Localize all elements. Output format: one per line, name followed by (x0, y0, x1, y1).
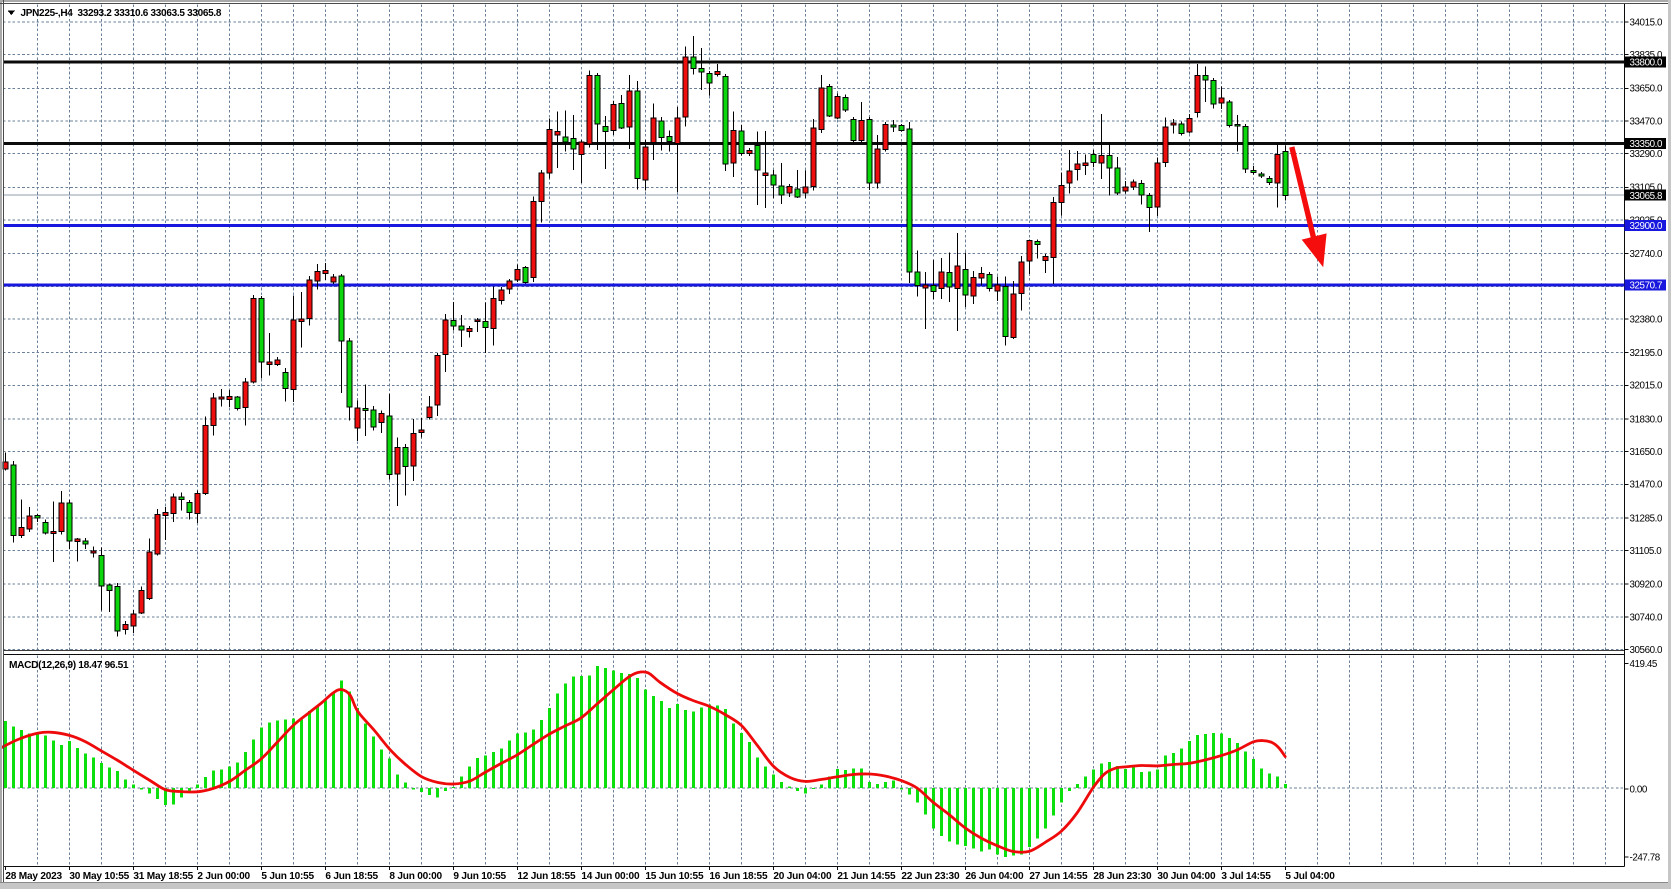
svg-text:30 May 10:55: 30 May 10:55 (69, 871, 129, 882)
svg-text:32015.0: 32015.0 (1630, 381, 1663, 392)
svg-text:32570.7: 32570.7 (1630, 281, 1662, 292)
svg-text:33800.0: 33800.0 (1630, 57, 1663, 68)
svg-text:8 Jun 00:00: 8 Jun 00:00 (389, 871, 442, 882)
svg-text:28 May 2023: 28 May 2023 (5, 871, 62, 882)
svg-text:16 Jun 18:55: 16 Jun 18:55 (709, 871, 768, 882)
svg-text:5 Jun 10:55: 5 Jun 10:55 (261, 871, 314, 882)
svg-text:32195.0: 32195.0 (1630, 348, 1663, 359)
svg-text:31470.0: 31470.0 (1630, 480, 1663, 491)
svg-text:0.00: 0.00 (1630, 784, 1648, 795)
svg-text:30740.0: 30740.0 (1630, 612, 1663, 623)
svg-text:33065.8: 33065.8 (1630, 191, 1663, 202)
svg-text:15 Jun 10:55: 15 Jun 10:55 (645, 871, 704, 882)
svg-text:-247.78: -247.78 (1630, 852, 1661, 863)
svg-text:2 Jun 00:00: 2 Jun 00:00 (197, 871, 250, 882)
svg-text:419.45: 419.45 (1630, 659, 1658, 670)
svg-text:9 Jun 10:55: 9 Jun 10:55 (453, 871, 506, 882)
svg-text:6 Jun 18:55: 6 Jun 18:55 (325, 871, 378, 882)
svg-text:22 Jun 23:30: 22 Jun 23:30 (901, 871, 960, 882)
svg-text:32380.0: 32380.0 (1630, 314, 1663, 325)
svg-text:28 Jun 23:30: 28 Jun 23:30 (1093, 871, 1152, 882)
svg-text:31830.0: 31830.0 (1630, 414, 1663, 425)
svg-text:27 Jun 14:55: 27 Jun 14:55 (1029, 871, 1088, 882)
svg-text:31 May 18:55: 31 May 18:55 (133, 871, 193, 882)
svg-text:31650.0: 31650.0 (1630, 447, 1663, 458)
svg-text:32740.0: 32740.0 (1630, 249, 1663, 260)
svg-text:33105.0: 33105.0 (1630, 183, 1663, 194)
svg-text:5 Jul 04:00: 5 Jul 04:00 (1285, 871, 1335, 882)
svg-text:14 Jun 00:00: 14 Jun 00:00 (581, 871, 640, 882)
svg-text:31105.0: 31105.0 (1630, 546, 1663, 557)
svg-text:12 Jun 18:55: 12 Jun 18:55 (517, 871, 576, 882)
svg-text:34015.0: 34015.0 (1630, 17, 1663, 28)
svg-text:33350.0: 33350.0 (1630, 139, 1663, 150)
svg-text:3 Jul 14:55: 3 Jul 14:55 (1221, 871, 1271, 882)
svg-text:33470.0: 33470.0 (1630, 116, 1663, 127)
svg-text:20 Jun 04:00: 20 Jun 04:00 (773, 871, 832, 882)
svg-text:33650.0: 33650.0 (1630, 84, 1663, 95)
svg-text:21 Jun 14:55: 21 Jun 14:55 (837, 871, 896, 882)
svg-text:30 Jun 04:00: 30 Jun 04:00 (1157, 871, 1216, 882)
svg-text:30560.0: 30560.0 (1630, 645, 1663, 656)
svg-text:30920.0: 30920.0 (1630, 580, 1663, 591)
svg-text:MACD(12,26,9) 18.47 96.51: MACD(12,26,9) 18.47 96.51 (9, 660, 129, 671)
svg-text:33835.0: 33835.0 (1630, 50, 1663, 61)
svg-text:26 Jun 04:00: 26 Jun 04:00 (965, 871, 1024, 882)
svg-text:32900.0: 32900.0 (1630, 221, 1663, 232)
svg-text:JPN225-,H4 33293.2 33310.6 33: JPN225-,H4 33293.2 33310.6 33063.5 33065… (21, 8, 222, 19)
svg-text:31285.0: 31285.0 (1630, 513, 1663, 524)
svg-text:33290.0: 33290.0 (1630, 149, 1663, 160)
